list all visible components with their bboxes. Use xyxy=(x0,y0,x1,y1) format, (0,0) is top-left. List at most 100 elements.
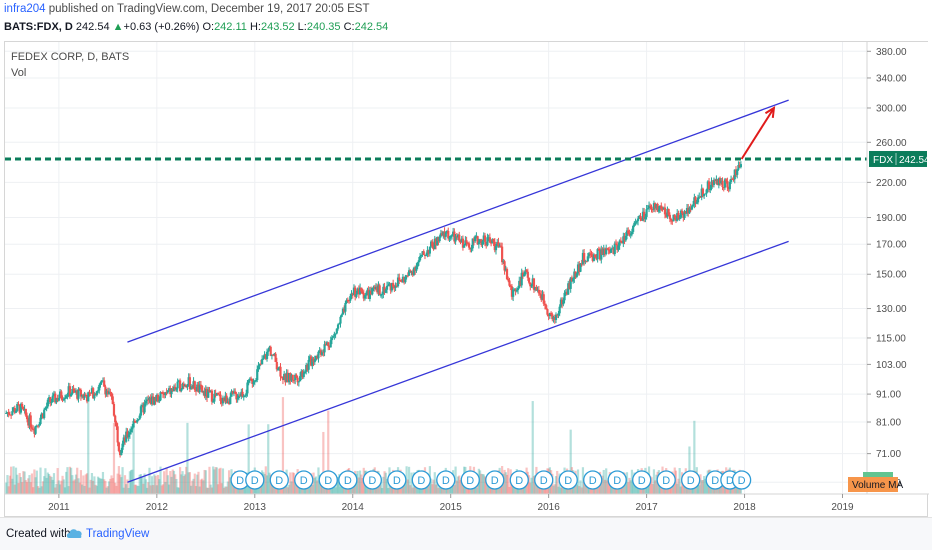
candle-body xyxy=(94,394,97,396)
candle-body xyxy=(635,221,638,223)
published-text: published on TradingView.com, December 1… xyxy=(48,3,370,15)
candle-body xyxy=(717,178,720,186)
volume-bar xyxy=(107,481,111,494)
candle-body xyxy=(721,180,724,188)
candle-body xyxy=(147,399,150,401)
drawings[interactable] xyxy=(5,99,867,483)
close-value: 242.54 xyxy=(354,21,389,33)
candle-body xyxy=(264,354,267,359)
volume-bar xyxy=(30,473,34,494)
candle-body xyxy=(368,290,371,299)
candle-body xyxy=(508,280,511,286)
candle-body xyxy=(531,278,534,286)
candle-body xyxy=(131,427,134,430)
candle-body xyxy=(18,405,21,413)
volume-bar xyxy=(531,401,534,494)
candle-body xyxy=(338,323,341,325)
candle-body xyxy=(356,288,359,295)
dividend-marker-label: D xyxy=(638,475,646,487)
candle-body xyxy=(554,314,558,320)
time-tick-label: 2011 xyxy=(48,502,70,513)
time-axis[interactable]: 2011 2012 2013 2014 2015 2016 2017 2018 2019 xyxy=(48,494,854,513)
volume-bar xyxy=(152,485,155,494)
volume-bar xyxy=(334,487,337,494)
candle-body xyxy=(87,392,90,402)
candle-body xyxy=(382,286,385,294)
candle-body xyxy=(690,206,694,210)
volume-bar xyxy=(29,482,32,494)
candle-body xyxy=(225,395,228,404)
candle-body xyxy=(385,285,389,290)
candle-body xyxy=(90,388,94,394)
volume-bar xyxy=(698,485,701,494)
candle-body xyxy=(77,389,80,399)
volume-bar xyxy=(155,485,158,494)
volume-bar xyxy=(150,476,154,494)
candle-body xyxy=(354,287,357,297)
candle-body xyxy=(316,356,319,359)
author-link[interactable]: infra204 xyxy=(4,3,46,15)
volume-bar xyxy=(579,480,582,494)
candle-body xyxy=(194,389,198,392)
candle-body xyxy=(660,205,663,209)
volume-bar xyxy=(523,485,526,494)
candle-body xyxy=(418,256,422,261)
volume-bar xyxy=(405,466,408,494)
candle-body xyxy=(497,242,500,247)
volume-bar xyxy=(401,483,405,494)
dividend-marker-label: D xyxy=(540,475,548,487)
dividend-marker-label: D xyxy=(726,475,734,487)
quote-line: BATS:FDX, D 242.54 ▲+0.63 (+0.26%) O:242… xyxy=(4,21,388,33)
candle-body xyxy=(56,397,59,401)
volume-bar xyxy=(628,477,631,494)
volume-bar xyxy=(552,485,555,494)
volume-bar xyxy=(434,484,438,494)
candle-body xyxy=(579,263,582,272)
candle-body xyxy=(41,413,45,418)
candle-body xyxy=(411,271,414,275)
dividend-marker xyxy=(681,470,701,490)
volume-bar xyxy=(678,468,681,494)
candle-body xyxy=(415,266,418,271)
tradingview-brand[interactable]: TradingView xyxy=(86,528,150,540)
volume-bar xyxy=(652,469,656,494)
candle-body xyxy=(13,407,16,413)
candle-body xyxy=(161,392,165,394)
price-tick-label: 91.00 xyxy=(876,390,901,401)
candle-body xyxy=(392,283,395,287)
candle-body xyxy=(529,282,532,287)
candle-body xyxy=(310,356,313,366)
volume-bar xyxy=(485,477,488,494)
candle-body xyxy=(654,203,657,209)
candle-body xyxy=(458,234,461,241)
volume-ma-bar xyxy=(863,472,893,478)
candle-body xyxy=(110,392,113,397)
candle-body xyxy=(29,415,32,428)
volume-bar xyxy=(624,476,627,494)
candle-body xyxy=(673,214,676,218)
low-value: 240.35 xyxy=(306,21,341,33)
volume-bar xyxy=(55,483,58,494)
candle-body xyxy=(281,377,285,381)
candle-body xyxy=(237,395,240,399)
dividend-marker-label: D xyxy=(515,475,523,487)
candle-body xyxy=(32,428,35,430)
dividend-marker-label: D xyxy=(589,475,597,487)
volume-bar xyxy=(177,487,180,494)
candle-body xyxy=(257,366,260,370)
volume-bar xyxy=(72,480,75,494)
volume-bar xyxy=(319,479,323,494)
candle-body xyxy=(524,270,527,275)
volume-bar xyxy=(303,485,307,494)
volume-bar xyxy=(404,480,407,494)
volume-bar xyxy=(57,480,60,494)
price-tick-label: 340.00 xyxy=(876,73,907,84)
candle-body xyxy=(400,280,403,283)
candle-body xyxy=(14,410,18,413)
candle-body xyxy=(527,277,531,283)
volume-bar xyxy=(286,487,289,494)
volume-bar xyxy=(601,475,604,494)
candle-body xyxy=(723,179,727,188)
